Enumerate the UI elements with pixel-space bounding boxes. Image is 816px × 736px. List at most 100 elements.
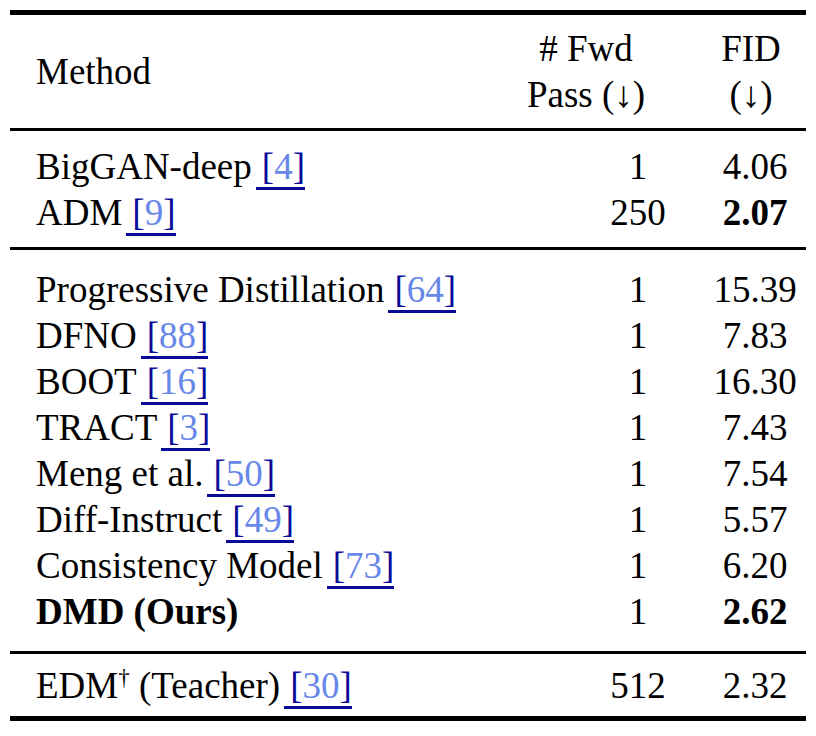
fwd-pass-value: 1 bbox=[572, 268, 704, 311]
citation-number: 49 bbox=[245, 499, 282, 540]
fwd-pass-value: 1 bbox=[572, 498, 704, 541]
method-name: ADM bbox=[36, 192, 122, 233]
fwd-pass-value: 1 bbox=[572, 452, 704, 495]
method-cell: TRACT[3] bbox=[10, 406, 572, 449]
method-name: BOOT bbox=[36, 361, 137, 402]
method-name: DMD (Ours) bbox=[36, 591, 238, 632]
citation-link[interactable]: [3] bbox=[161, 407, 210, 451]
citation-link[interactable]: [4] bbox=[256, 146, 305, 190]
table-header-row: Method # Fwd Pass (↓) FID (↓) bbox=[10, 15, 806, 128]
fwd-pass-column-header: # Fwd Pass (↓) bbox=[461, 26, 711, 118]
method-cell: EDM† (Teacher)[30] bbox=[10, 664, 572, 707]
method-cell: DMD (Ours) bbox=[10, 590, 572, 633]
table-group-teacher: EDM† (Teacher)[30] 512 2.32 bbox=[10, 654, 806, 716]
method-name: Diff-Instruct bbox=[36, 499, 222, 540]
citation-open-bracket: [ bbox=[394, 269, 406, 310]
citation-open-bracket: [ bbox=[232, 499, 244, 540]
citation-close-bracket: ] bbox=[263, 453, 275, 494]
citation-number: 3 bbox=[180, 407, 199, 448]
method-name: TRACT bbox=[36, 407, 157, 448]
citation-close-bracket: ] bbox=[163, 192, 175, 233]
fid-value: 7.54 bbox=[704, 452, 806, 495]
citation-number: 64 bbox=[407, 269, 444, 310]
method-cell: Meng et al.[50] bbox=[10, 452, 572, 495]
table-row: Progressive Distillation[64] 1 15.39 bbox=[10, 266, 806, 312]
citation-open-bracket: [ bbox=[262, 146, 274, 187]
method-cell: BigGAN-deep[4] bbox=[10, 145, 572, 188]
fid-value: 2.32 bbox=[704, 664, 806, 707]
fid-value: 4.06 bbox=[704, 145, 806, 188]
fwd-pass-value: 1 bbox=[572, 360, 704, 403]
citation-number: 4 bbox=[274, 146, 293, 187]
table-row: BigGAN-deep[4] 1 4.06 bbox=[10, 143, 806, 189]
method-name: Meng et al. bbox=[36, 453, 203, 494]
citation-close-bracket: ] bbox=[196, 361, 208, 402]
method-name: EDM bbox=[36, 665, 118, 706]
citation-link[interactable]: [9] bbox=[126, 192, 175, 236]
citation-open-bracket: [ bbox=[132, 192, 144, 233]
fwd-pass-value: 1 bbox=[572, 314, 704, 357]
citation-link[interactable]: [16] bbox=[141, 361, 209, 405]
results-table: Method # Fwd Pass (↓) FID (↓) BigGAN-dee… bbox=[10, 10, 806, 721]
citation-number: 73 bbox=[345, 545, 382, 586]
citation-open-bracket: [ bbox=[147, 361, 159, 402]
table-row: Consistency Model[73] 1 6.20 bbox=[10, 542, 806, 588]
citation-link[interactable]: [49] bbox=[226, 499, 294, 543]
citation-number: 88 bbox=[159, 315, 196, 356]
method-cell: DFNO[88] bbox=[10, 314, 572, 357]
fid-header-line1: FID bbox=[698, 26, 804, 72]
table-group-gan-diffusion: BigGAN-deep[4] 1 4.06 ADM[9] 250 2.07 bbox=[10, 131, 806, 247]
citation-number: 9 bbox=[145, 192, 164, 233]
method-name: DFNO bbox=[36, 315, 137, 356]
method-cell: ADM[9] bbox=[10, 191, 572, 234]
method-cell: Diff-Instruct[49] bbox=[10, 498, 572, 541]
table-row: Diff-Instruct[49] 1 5.57 bbox=[10, 496, 806, 542]
fwd-pass-value: 512 bbox=[572, 664, 704, 707]
fwd-pass-value: 1 bbox=[572, 544, 704, 587]
citation-close-bracket: ] bbox=[293, 146, 305, 187]
citation-number: 16 bbox=[159, 361, 196, 402]
fid-value: 6.20 bbox=[704, 544, 806, 587]
table-row: TRACT[3] 1 7.43 bbox=[10, 404, 806, 450]
citation-close-bracket: ] bbox=[444, 269, 456, 310]
table-row: DMD (Ours) 1 2.62 bbox=[10, 588, 806, 634]
fwd-pass-value: 1 bbox=[572, 406, 704, 449]
fid-header-line2: (↓) bbox=[698, 72, 804, 118]
citation-open-bracket: [ bbox=[167, 407, 179, 448]
citation-link[interactable]: [73] bbox=[327, 545, 395, 589]
fid-value: 15.39 bbox=[704, 268, 806, 311]
fwd-pass-header-line2: Pass (↓) bbox=[461, 72, 711, 118]
citation-link[interactable]: [50] bbox=[207, 453, 275, 497]
citation-close-bracket: ] bbox=[339, 665, 351, 706]
table-row: DFNO[88] 1 7.83 bbox=[10, 312, 806, 358]
table-row: EDM† (Teacher)[30] 512 2.32 bbox=[10, 662, 806, 708]
citation-number: 50 bbox=[226, 453, 263, 494]
table-bottom-rule bbox=[10, 716, 806, 721]
citation-link[interactable]: [64] bbox=[388, 269, 456, 313]
fid-value: 16.30 bbox=[704, 360, 806, 403]
table-row: Meng et al.[50] 1 7.54 bbox=[10, 450, 806, 496]
citation-open-bracket: [ bbox=[213, 453, 225, 494]
method-name: BigGAN-deep bbox=[36, 146, 252, 187]
method-name: Consistency Model bbox=[36, 545, 323, 586]
citation-close-bracket: ] bbox=[196, 315, 208, 356]
fid-value: 2.07 bbox=[704, 191, 806, 234]
citation-open-bracket: [ bbox=[333, 545, 345, 586]
table-group-distillation-methods: Progressive Distillation[64] 1 15.39 DFN… bbox=[10, 250, 806, 651]
fid-value: 2.62 bbox=[704, 590, 806, 633]
method-suffix: (Teacher) bbox=[130, 665, 280, 706]
fid-value: 7.83 bbox=[704, 314, 806, 357]
fid-value: 7.43 bbox=[704, 406, 806, 449]
fwd-pass-value: 250 bbox=[572, 191, 704, 234]
citation-close-bracket: ] bbox=[382, 545, 394, 586]
fid-value: 5.57 bbox=[704, 498, 806, 541]
citation-close-bracket: ] bbox=[282, 499, 294, 540]
citation-link[interactable]: [30] bbox=[284, 665, 352, 709]
method-cell: Progressive Distillation[64] bbox=[10, 268, 572, 311]
method-name: Progressive Distillation bbox=[36, 269, 384, 310]
citation-number: 30 bbox=[302, 665, 339, 706]
fwd-pass-value: 1 bbox=[572, 590, 704, 633]
method-cell: BOOT[16] bbox=[10, 360, 572, 403]
method-cell: Consistency Model[73] bbox=[10, 544, 572, 587]
citation-link[interactable]: [88] bbox=[141, 315, 209, 359]
